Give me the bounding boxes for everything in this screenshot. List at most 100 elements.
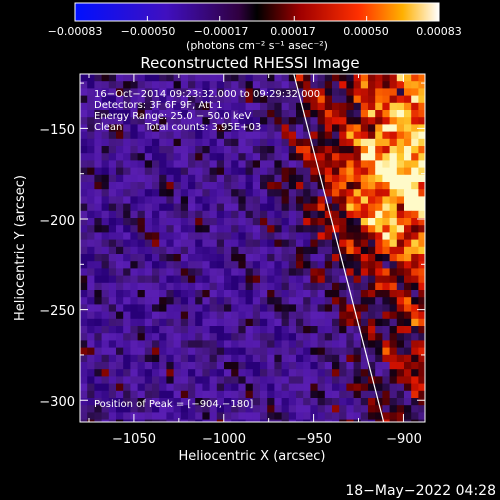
heatmap-cell	[116, 326, 124, 334]
heatmap-cell	[267, 239, 275, 248]
heatmap-cell	[260, 390, 268, 399]
heatmap-cell	[404, 246, 412, 255]
heatmap-cell	[324, 74, 333, 82]
heatmap-cell	[303, 117, 311, 125]
heatmap-cell	[116, 182, 124, 190]
heatmap-cell	[296, 412, 304, 420]
heatmap-cell	[144, 124, 153, 132]
heatmap-cell	[310, 354, 318, 363]
heatmap-cell	[202, 153, 210, 161]
heatmap-cell	[202, 196, 210, 204]
heatmap-cell	[137, 174, 146, 183]
heatmap-cell	[382, 196, 390, 204]
heatmap-cell	[404, 275, 412, 284]
heatmap-cell	[288, 110, 297, 118]
heatmap-cell	[411, 318, 419, 327]
heatmap-cell	[288, 88, 297, 96]
heatmap-cell	[368, 311, 376, 320]
heatmap-cell	[411, 405, 419, 413]
heatmap-cell	[332, 110, 340, 118]
heatmap-cell	[116, 232, 124, 240]
heatmap-cell	[152, 246, 160, 255]
heatmap-cell	[108, 340, 117, 348]
heatmap-cell	[216, 326, 225, 334]
heatmap-cell	[339, 239, 347, 248]
heatmap-cell	[303, 340, 311, 348]
heatmap-cell	[396, 203, 405, 212]
heatmap-cell	[360, 146, 369, 154]
colorbar-ticks	[74, 16, 440, 21]
heatmap-cell	[288, 153, 297, 161]
heatmap-cell	[339, 246, 347, 255]
heatmap-cell	[108, 117, 117, 125]
heatmap-cell	[188, 239, 196, 248]
heatmap-cell	[188, 189, 196, 197]
heatmap-cell	[202, 218, 210, 226]
heatmap-cell	[94, 174, 102, 183]
heatmap-cell	[339, 268, 347, 276]
heatmap-cell	[332, 405, 340, 413]
heatmap-cell	[108, 138, 117, 147]
heatmap-cell	[260, 131, 268, 140]
heatmap-cell	[195, 124, 203, 132]
heatmap-cell	[389, 74, 398, 82]
heatmap-cell	[144, 390, 153, 399]
heatmap-cell	[324, 412, 333, 420]
heatmap-cell	[224, 261, 232, 269]
heatmap-cell	[137, 390, 146, 399]
annotation-total-counts: Total counts: 3.95E+03	[144, 122, 261, 133]
heatmap-cell	[332, 268, 340, 276]
heatmap-cell	[332, 146, 340, 154]
heatmap-cell	[296, 232, 304, 240]
heatmap-cell	[389, 261, 398, 269]
heatmap-cell	[224, 354, 232, 363]
heatmap-cell	[137, 196, 146, 204]
heatmap-cell	[332, 290, 340, 298]
heatmap-cell	[116, 318, 124, 327]
heatmap-cell	[101, 275, 110, 284]
heatmap-cell	[317, 225, 326, 233]
heatmap-cell	[87, 383, 95, 392]
heatmap-cell	[144, 196, 153, 204]
heatmap-cell	[296, 419, 304, 422]
heatmap-cell	[195, 131, 203, 140]
heatmap-cell	[173, 182, 182, 190]
heatmap-cell	[130, 304, 138, 312]
heatmap-cell	[346, 282, 354, 291]
heatmap-cell	[360, 210, 369, 219]
heatmap-cell	[404, 146, 412, 154]
heatmap-cell	[310, 297, 318, 305]
heatmap-cell	[231, 246, 239, 255]
heatmap-cell	[303, 268, 311, 276]
heatmap-cell	[238, 354, 246, 363]
heatmap-cell	[404, 74, 412, 82]
heatmap-cell	[310, 383, 318, 392]
heatmap-cell	[130, 376, 138, 384]
heatmap-cell	[252, 196, 261, 204]
heatmap-cell	[180, 239, 189, 248]
heatmap-cell	[382, 232, 390, 240]
heatmap-cell	[108, 218, 117, 226]
heatmap-cell	[188, 383, 196, 392]
heatmap-cell	[418, 275, 425, 284]
heatmap-cell	[116, 160, 124, 168]
heatmap-cell	[360, 311, 369, 320]
heatmap-cell	[209, 340, 218, 348]
heatmap-cell	[152, 290, 160, 298]
heatmap-cell	[353, 153, 362, 161]
axis-ticks	[80, 74, 425, 422]
heatmap-cell	[382, 254, 390, 262]
heatmap-cell	[324, 239, 333, 248]
heatmap-cell	[216, 261, 225, 269]
heatmap-cell	[195, 369, 203, 377]
heatmap-cell	[296, 131, 304, 140]
heatmap-cell	[375, 95, 383, 104]
heatmap-cell	[260, 167, 268, 176]
heatmap-cell	[195, 354, 203, 363]
heatmap-cell	[116, 419, 124, 422]
heatmap-cell	[224, 124, 232, 132]
heatmap-cell	[159, 405, 167, 413]
heatmap-cell	[411, 354, 419, 363]
heatmap-cell	[411, 117, 419, 125]
heatmap-cell	[346, 390, 354, 399]
